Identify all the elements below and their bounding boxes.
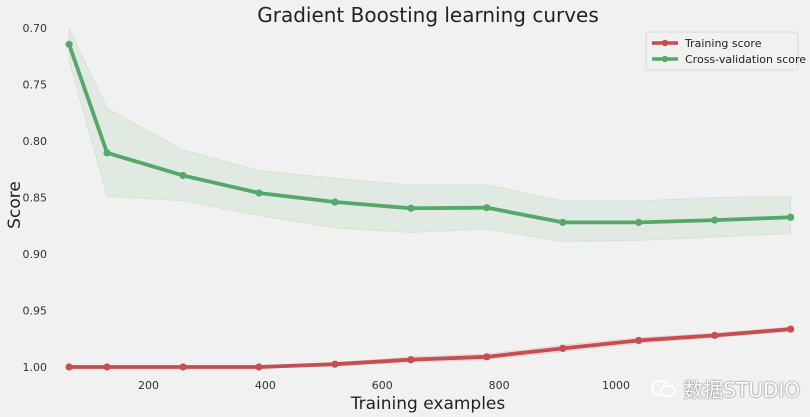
data-point bbox=[179, 363, 187, 371]
y-tick-label: 0.80 bbox=[23, 135, 48, 148]
data-point bbox=[65, 40, 73, 48]
data-point bbox=[65, 363, 73, 371]
y-tick-labels: 0.70 0.75 0.80 0.85 0.90 0.95 1.00 bbox=[23, 22, 48, 374]
legend-label-cv: Cross-validation score bbox=[685, 53, 806, 66]
legend-box bbox=[645, 31, 799, 71]
data-point bbox=[179, 171, 187, 180]
watermark-text: 数据STUDIO bbox=[683, 378, 800, 402]
data-point bbox=[255, 363, 263, 371]
data-point bbox=[483, 353, 491, 361]
legend-marker-training bbox=[661, 39, 669, 47]
series-band-1 bbox=[68, 27, 792, 242]
legend-marker-cv bbox=[661, 55, 669, 63]
y-tick-label: 0.70 bbox=[23, 22, 48, 35]
data-point bbox=[103, 149, 111, 157]
data-point bbox=[635, 218, 643, 226]
x-axis-title: Training examples bbox=[350, 394, 506, 414]
data-point bbox=[711, 331, 719, 339]
x-tick-label: 600 bbox=[372, 379, 393, 392]
y-tick-label: 0.95 bbox=[23, 305, 48, 318]
y-tick-label: 0.75 bbox=[23, 79, 48, 92]
data-point bbox=[483, 204, 491, 212]
legend-label-training: Training score bbox=[684, 37, 762, 50]
data-point bbox=[407, 356, 415, 364]
data-point bbox=[711, 216, 719, 224]
data-point bbox=[787, 213, 795, 221]
x-tick-label: 400 bbox=[255, 379, 276, 392]
plot-area bbox=[65, 27, 795, 371]
x-tick-label: 200 bbox=[138, 379, 159, 392]
x-tick-labels: 200 400 600 800 1000 bbox=[138, 379, 630, 392]
data-point bbox=[407, 204, 415, 212]
data-point bbox=[635, 336, 643, 345]
data-point bbox=[255, 189, 263, 197]
chat-bubble-icon bbox=[651, 379, 677, 399]
legend: Training score Cross-validation score bbox=[645, 31, 806, 71]
data-point bbox=[787, 325, 795, 333]
y-axis-title: Score bbox=[5, 181, 25, 229]
y-tick-label: 0.90 bbox=[23, 248, 48, 261]
data-point bbox=[331, 198, 339, 206]
data-point bbox=[331, 360, 339, 368]
data-point bbox=[559, 218, 567, 226]
data-point bbox=[103, 363, 111, 371]
watermark: 数据STUDIO bbox=[651, 374, 800, 403]
y-tick-label: 0.85 bbox=[23, 192, 48, 205]
chart-title: Gradient Boosting learning curves bbox=[257, 3, 599, 27]
data-point bbox=[559, 344, 567, 352]
x-tick-label: 800 bbox=[489, 379, 510, 392]
y-tick-label: 1.00 bbox=[23, 361, 48, 374]
x-tick-label: 1000 bbox=[602, 379, 630, 392]
